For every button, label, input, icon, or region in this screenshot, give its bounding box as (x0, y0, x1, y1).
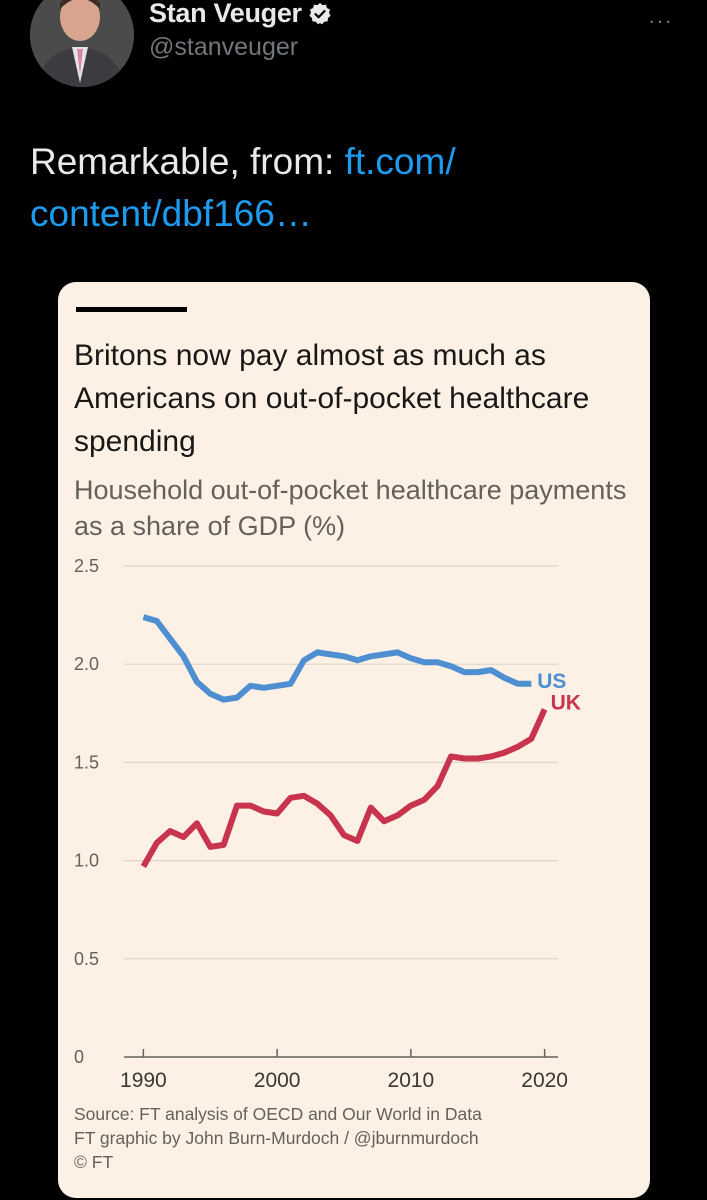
author-block: Stan Veuger @stanveuger (149, 0, 332, 62)
tweet-text-prefix: Remarkable, from: (30, 141, 345, 182)
x-tick-label-2010: 2010 (388, 1069, 435, 1092)
chart-subtitle: Household out-of-pocket healthcare payme… (74, 475, 627, 541)
source-line-2: FT graphic by John Burn-Murdoch / @jburn… (74, 1128, 479, 1148)
series-label-us: US (537, 670, 566, 693)
verified-badge-icon (309, 2, 331, 24)
series-label-uk: UK (551, 691, 581, 714)
chart-title: Britons now pay almost as much as Americ… (74, 339, 590, 458)
chart-card[interactable]: Britons now pay almost as much as Americ… (58, 282, 650, 1198)
author-name[interactable]: Stan Veuger (149, 0, 302, 28)
series-line-us (142, 614, 532, 703)
x-tick-label-2000: 2000 (254, 1069, 301, 1092)
x-tick-label-1990: 1990 (120, 1069, 167, 1092)
chart-source: Source: FT analysis of OECD and Our Worl… (74, 1102, 634, 1174)
y-tick-label-2.0: 2.0 (74, 654, 99, 674)
y-tick-label-2.5: 2.5 (74, 556, 99, 576)
tweet-link-part2[interactable]: content/dbf166… (30, 193, 312, 234)
tweet-text: Remarkable, from: ft.com/ content/dbf166… (30, 136, 670, 240)
series-line-uk (140, 708, 548, 868)
author-handle[interactable]: @stanveuger (149, 33, 299, 61)
avatar-photo (30, 0, 134, 87)
y-tick-label-0: 0 (74, 1047, 84, 1067)
source-line-1: Source: FT analysis of OECD and Our Worl… (74, 1104, 482, 1124)
y-tick-label-1.0: 1.0 (74, 851, 99, 871)
ft-top-rule (76, 307, 187, 312)
source-line-3: © FT (74, 1152, 114, 1172)
x-tick-label-2020: 2020 (521, 1069, 568, 1092)
author-avatar[interactable] (30, 0, 134, 87)
y-tick-label-0.5: 0.5 (74, 949, 99, 969)
more-options-icon[interactable]: ··· (648, 8, 673, 33)
tweet-link-part1[interactable]: ft.com/ (344, 141, 456, 182)
y-tick-label-1.5: 1.5 (74, 752, 99, 772)
